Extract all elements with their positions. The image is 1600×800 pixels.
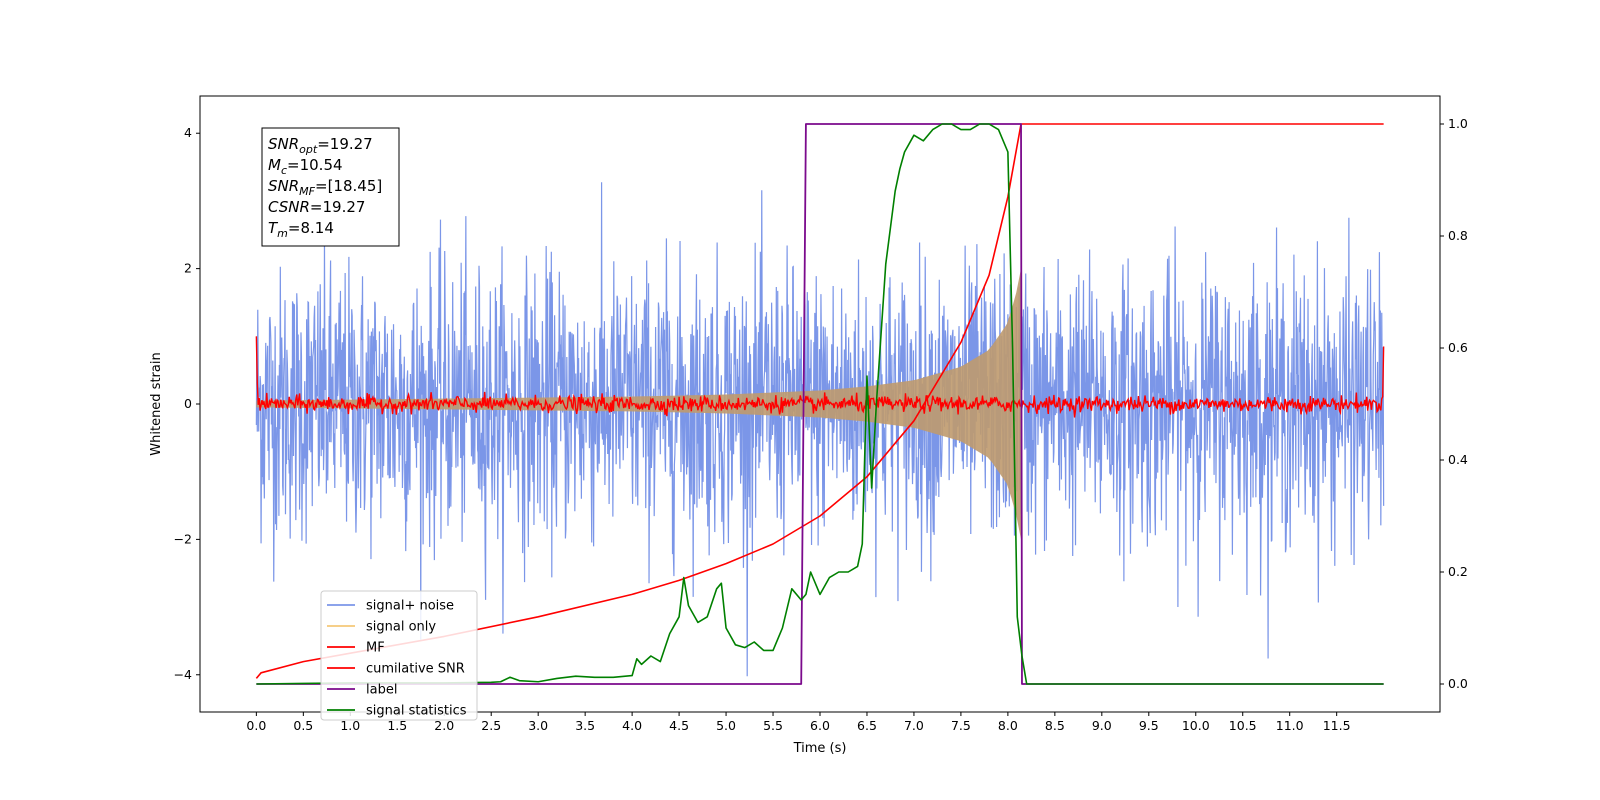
- info-value: =8.14: [288, 219, 334, 237]
- info-symbol: M: [268, 156, 281, 174]
- y2-tick-label: 0.8: [1448, 228, 1468, 243]
- legend-entry-label: MF: [366, 641, 385, 656]
- x-tick-label: 0.5: [293, 718, 313, 733]
- y-axis-ticks: 4 2 0 −2 −4: [174, 125, 200, 682]
- series-signal-statistics-line: [256, 123, 1384, 685]
- info-subscript: m: [277, 227, 288, 240]
- x-tick-label: 4.0: [622, 718, 642, 733]
- info-value: =[18.45]: [315, 177, 382, 195]
- x-tick-label: 6.5: [857, 718, 877, 733]
- y-tick-label: −2: [174, 531, 192, 546]
- legend-entry-label: cumilative SNR: [366, 662, 465, 677]
- x-tick-label: 2.5: [481, 718, 501, 733]
- info-box-line: SNRMF=[18.45]: [268, 177, 382, 198]
- info-value: =19.27: [317, 135, 373, 153]
- x-tick-label: 7.5: [951, 718, 971, 733]
- legend: signal+ noise signal only MF cumilative SNR…: [320, 590, 478, 721]
- x-tick-label: 5.0: [716, 718, 736, 733]
- x-tick-label: 4.5: [669, 718, 689, 733]
- info-box-line: CSNR=19.27: [268, 198, 365, 216]
- info-box-line: Mc=10.54: [268, 156, 343, 177]
- x-tick-label: 1.0: [340, 718, 360, 733]
- x-tick-label: 9.0: [1092, 718, 1112, 733]
- x-tick-label: 10.0: [1182, 718, 1210, 733]
- x-tick-label: 2.0: [434, 718, 454, 733]
- x-tick-label: 8.0: [998, 718, 1018, 733]
- x-tick-label: 1.5: [387, 718, 407, 733]
- y2-tick-label: 0.0: [1448, 676, 1468, 691]
- info-box-frame: [261, 127, 400, 247]
- legend-frame: [320, 590, 478, 721]
- x-tick-label: 10.5: [1229, 718, 1257, 733]
- x-tick-label: 9.5: [1139, 718, 1159, 733]
- info-symbol: SNR: [268, 135, 299, 153]
- legend-entry-label: label: [366, 683, 397, 698]
- info-subscript: c: [281, 164, 287, 177]
- x-axis-ticks: 0.0 0.5 1.0 1.5 2.0 2.5 3.0 3.5 4.0 4.5 5.0 5.5 6.0 6…: [246, 712, 1351, 733]
- info-symbol: SNR: [268, 177, 299, 195]
- y-tick-label: 2: [184, 261, 192, 276]
- y2-tick-label: 1.0: [1448, 116, 1468, 131]
- info-subscript: MF: [299, 185, 315, 198]
- info-box-line: SNRopt=19.27: [268, 135, 373, 156]
- info-box-line: Tm=8.14: [268, 219, 334, 240]
- info-subscript: opt: [299, 143, 318, 156]
- legend-entry-label: signal+ noise: [366, 599, 454, 614]
- y-tick-label: −4: [174, 667, 192, 682]
- x-tick-label: 8.5: [1045, 718, 1065, 733]
- x-tick-label: 5.5: [763, 718, 783, 733]
- y2-tick-label: 0.6: [1448, 340, 1468, 355]
- x-axis-label: Time (s): [793, 741, 847, 756]
- series-mf-line: [255, 336, 1385, 418]
- y2-tick-label: 0.4: [1448, 452, 1468, 467]
- x-tick-label: 7.0: [904, 718, 924, 733]
- x-tick-label: 0.0: [246, 718, 266, 733]
- info-symbol: T: [268, 219, 279, 237]
- info-value: =19.27: [310, 198, 366, 216]
- y-axis-label: Whitened strain: [149, 352, 164, 455]
- x-tick-label: 11.0: [1276, 718, 1304, 733]
- legend-entry-label: signal statistics: [366, 704, 467, 719]
- info-box: SNRopt=19.27Mc=10.54SNRMF=[18.45]CSNR=19…: [261, 127, 400, 247]
- y2-axis-ticks: 1.0 0.8 0.6 0.4 0.2 0.0: [1440, 116, 1468, 691]
- x-tick-label: 3.5: [575, 718, 595, 733]
- x-tick-label: 11.5: [1323, 718, 1351, 733]
- y-tick-label: 4: [184, 125, 192, 140]
- y2-tick-label: 0.2: [1448, 564, 1468, 579]
- x-tick-label: 6.0: [810, 718, 830, 733]
- info-symbol: CSNR: [268, 198, 310, 216]
- legend-entry-label: signal only: [366, 620, 436, 635]
- y-tick-label: 0: [184, 396, 192, 411]
- info-value: =10.54: [287, 156, 343, 174]
- x-tick-label: 3.0: [528, 718, 548, 733]
